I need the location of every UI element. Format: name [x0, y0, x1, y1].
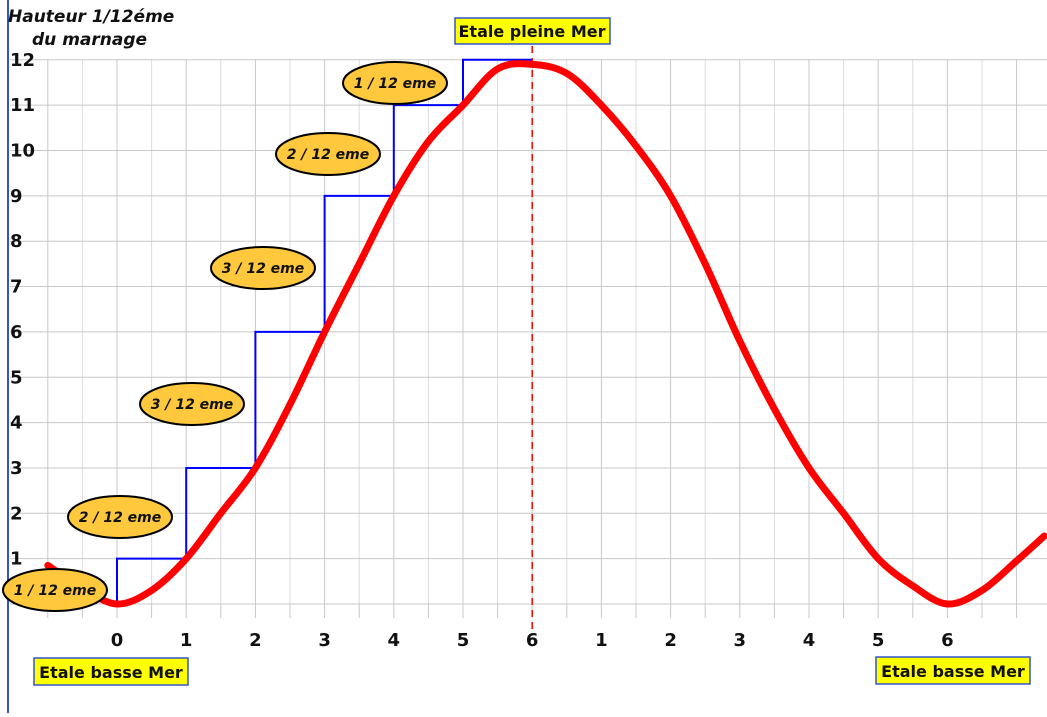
- y-tick-label: 2: [10, 503, 23, 524]
- bubble-label: 1 / 12 eme: [354, 76, 437, 92]
- bubble-ellipse: [342, 61, 448, 105]
- x-tick-label: 0: [111, 630, 124, 651]
- y-tick-label: 9: [10, 186, 23, 207]
- bubble-label: 1 / 12 eme: [14, 583, 97, 599]
- bubble-ellipse: [139, 382, 245, 426]
- low-tide-end-label-box: Etale basse Mer: [875, 656, 1031, 685]
- twelfth-bubble: 2 / 12 eme: [67, 495, 173, 539]
- bubble-label: 3 / 12 eme: [151, 397, 234, 413]
- low-tide-start-label: Etale basse Mer: [39, 663, 183, 682]
- x-tick-label: 4: [388, 630, 401, 651]
- x-tick-label: 3: [734, 630, 747, 651]
- high-tide-label-box: Etale pleine Mer: [454, 17, 611, 45]
- tide-curve-series: [44, 60, 1047, 608]
- y-tick-label: 8: [10, 231, 23, 252]
- x-tick-label: 6: [941, 630, 954, 651]
- x-tick-label: 2: [249, 630, 262, 651]
- y-tick-label: 6: [10, 322, 23, 343]
- bubble-label: 2 / 12 eme: [287, 147, 370, 163]
- y-tick-label: 12: [10, 50, 35, 71]
- y-tick-label: 1: [10, 549, 23, 570]
- low-tide-end-label: Etale basse Mer: [881, 662, 1025, 681]
- x-tick-label: 4: [803, 630, 816, 651]
- x-tick-label: 2: [664, 630, 677, 651]
- twelfth-bubble: 3 / 12 eme: [139, 382, 245, 426]
- x-tick-label: 1: [180, 630, 193, 651]
- x-tick-label: 1: [595, 630, 608, 651]
- bubble-label: 2 / 12 eme: [79, 510, 162, 526]
- y-tick-label: 11: [10, 95, 35, 116]
- bubble-ellipse: [67, 495, 173, 539]
- y-tick-label: 7: [10, 277, 23, 298]
- y-axis-title-line2: du marnage: [32, 30, 147, 50]
- twelfths-bubbles: 1 / 12 eme 2 / 12 eme 3 / 12 eme 3 / 12 eme…: [2, 61, 448, 612]
- tide-curve-line: [44, 60, 1047, 608]
- x-tick-label: 6: [526, 630, 539, 651]
- y-axis-title-line1: Hauteur 1/12éme: [8, 7, 174, 27]
- low-tide-start-label-box: Etale basse Mer: [33, 657, 189, 686]
- bubble-ellipse: [2, 568, 108, 612]
- x-tick-label: 5: [872, 630, 885, 651]
- y-tick-label: 3: [10, 458, 23, 479]
- grid: [10, 59, 1047, 618]
- twelfth-bubble: 1 / 12 eme: [342, 61, 448, 105]
- twelfth-bubble: 3 / 12 eme: [210, 246, 316, 290]
- high-tide-label: Etale pleine Mer: [458, 22, 605, 41]
- bubble-ellipse: [210, 246, 316, 290]
- bubble-ellipse: [275, 132, 381, 176]
- y-tick-label: 5: [10, 367, 23, 388]
- twelfth-bubble: 2 / 12 eme: [275, 132, 381, 176]
- y-tick-label: 10: [10, 141, 35, 162]
- x-tick-label: 3: [318, 630, 331, 651]
- twelfth-bubble: 1 / 12 eme: [2, 568, 108, 612]
- x-tick-label: 5: [457, 630, 470, 651]
- y-tick-label: 4: [10, 413, 23, 434]
- bubble-label: 3 / 12 eme: [222, 261, 305, 277]
